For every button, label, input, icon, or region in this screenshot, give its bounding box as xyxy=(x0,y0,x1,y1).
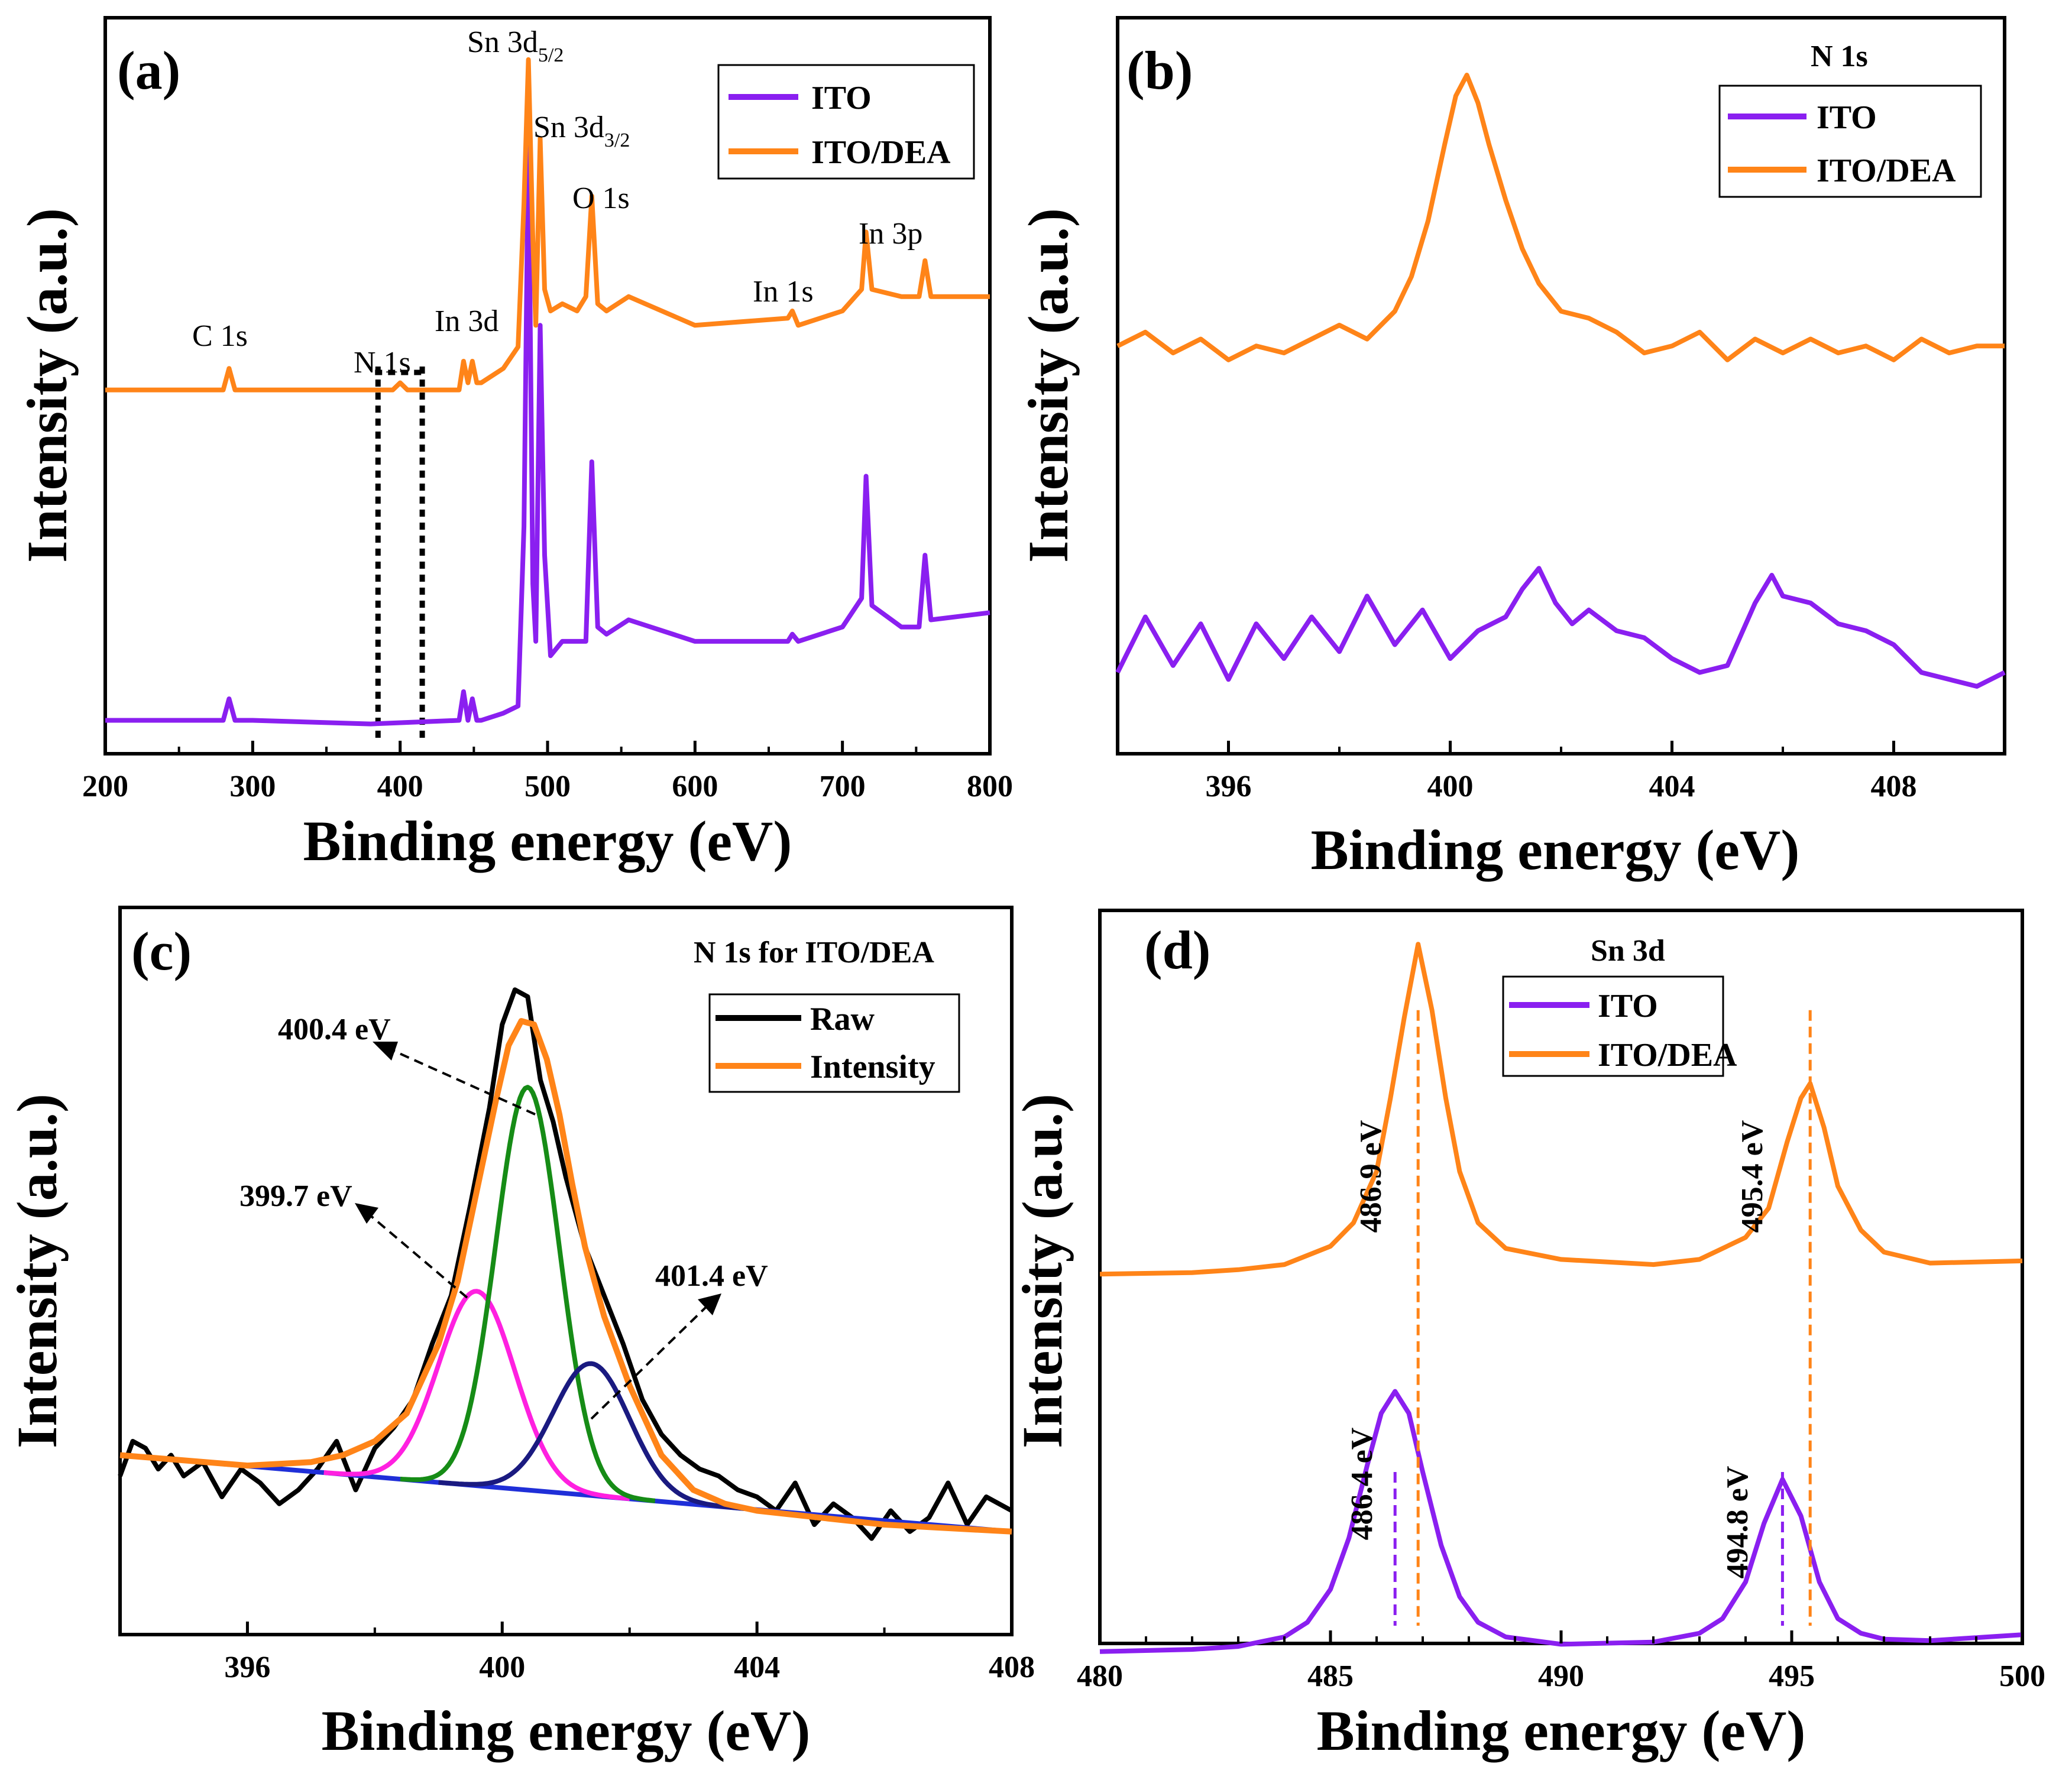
panel-label: (d) xyxy=(1144,920,1210,980)
arrowhead xyxy=(373,1042,398,1061)
peak-label-486-4: 486.4 eV xyxy=(1345,1428,1379,1541)
x-tick-label: 300 xyxy=(229,770,276,803)
annotation-in1s: In 1s xyxy=(753,275,814,309)
legend-label-intensity: Intensity xyxy=(810,1049,935,1085)
arrow-heads xyxy=(355,1042,721,1315)
x-tick-label: 408 xyxy=(1871,770,1917,803)
x-tick-label: 700 xyxy=(820,770,866,803)
fit-peak-3997 xyxy=(323,1289,630,1502)
x-tick-label: 400 xyxy=(1427,770,1474,803)
annotation-sn3d52: Sn 3d5/2 xyxy=(467,25,564,66)
chart-title: Sn 3d xyxy=(1591,934,1665,968)
arrowhead xyxy=(698,1293,721,1315)
x-tick-label: 200 xyxy=(82,770,128,803)
fit-peak-4014 xyxy=(438,1361,744,1511)
annotation-in3d: In 3d xyxy=(435,304,498,338)
peak-label-400-4: 400.4 eV xyxy=(278,1013,391,1046)
x-tick-label: 500 xyxy=(525,770,571,803)
peak-label-495-4: 495.4 eV xyxy=(1736,1120,1769,1233)
x-tick-label: 480 xyxy=(1077,1659,1123,1693)
arrow-401-4 xyxy=(590,1305,708,1420)
legend-label-raw: Raw xyxy=(810,1001,875,1037)
x-tick-label: 404 xyxy=(734,1651,780,1684)
x-tick-label: 485 xyxy=(1307,1659,1354,1693)
panel-d: 480 485 490 495 500 (d) Sn 3d ITO ITO/DEA 48… xyxy=(1011,909,2045,1762)
legend-label-ito-dea: ITO/DEA xyxy=(811,134,951,171)
x-tick-label: 396 xyxy=(1206,770,1252,803)
legend: ITO ITO/DEA xyxy=(1718,85,1982,198)
legend: ITO ITO/DEA xyxy=(717,64,975,180)
series-line xyxy=(1116,73,2005,362)
x-tick-label: 600 xyxy=(672,770,718,803)
panel-label: (c) xyxy=(131,921,192,981)
series-line-raw xyxy=(118,987,1013,1541)
chart-title: N 1s for ITO/DEA xyxy=(694,936,934,970)
legend-label-ito-dea: ITO/DEA xyxy=(1817,153,1956,189)
x-tick-label: 490 xyxy=(1538,1659,1584,1693)
peak-label-494-8: 494.8 eV xyxy=(1721,1466,1754,1579)
annotation-sn3d32: Sn 3d3/2 xyxy=(533,111,630,151)
y-axis-title: Intensity (a.u.) xyxy=(15,208,79,563)
annotation-in3p: In 3p xyxy=(859,217,922,251)
x-tick-label: 500 xyxy=(1999,1659,2045,1693)
chart-title: N 1s xyxy=(1811,40,1868,73)
legend-label-ito-dea: ITO/DEA xyxy=(1598,1037,1737,1074)
panel-a: 200 300 400 500 600 700 800 (a) Sn 3d5/2 Sn 3d… xyxy=(15,16,1013,873)
y-axis-title: Intensity (a.u.) xyxy=(5,1094,69,1448)
annotation-n1s: N 1s xyxy=(354,346,411,380)
legend-box xyxy=(717,64,975,180)
legend: ITO ITO/DEA xyxy=(1502,975,1737,1077)
baseline xyxy=(119,1452,1012,1534)
plot-frame xyxy=(118,906,1014,1636)
legend-box xyxy=(1502,975,1724,1077)
n1s-highlight-box xyxy=(375,367,426,739)
peak-label-401-4: 401.4 eV xyxy=(655,1259,768,1293)
series-line xyxy=(1099,1389,2023,1654)
x-axis-title: Binding energy (eV) xyxy=(1311,818,1800,881)
y-axis-title: Intensity (a.u.) xyxy=(1011,1094,1074,1448)
x-axis-title: Binding energy (eV) xyxy=(322,1699,811,1762)
x-tick-label: 800 xyxy=(967,770,1013,803)
series-line xyxy=(1099,942,2023,1277)
x-axis-title: Binding energy (eV) xyxy=(303,809,792,873)
legend-label-ito: ITO xyxy=(811,80,872,116)
x-tick-label: 495 xyxy=(1769,1659,1815,1693)
arrow-400-4 xyxy=(390,1048,536,1116)
x-tick-label: 396 xyxy=(224,1651,270,1684)
x-tick-label: 408 xyxy=(989,1651,1035,1684)
panel-label: (a) xyxy=(117,40,180,100)
annotation-c1s: C 1s xyxy=(192,319,248,353)
arrow-399-7 xyxy=(368,1214,468,1299)
x-axis-title: Binding energy (eV) xyxy=(1317,1699,1806,1762)
panel-label: (b) xyxy=(1126,40,1193,100)
arrowhead xyxy=(355,1203,378,1224)
legend: Raw Intensity xyxy=(708,993,960,1093)
legend-box xyxy=(1718,85,1982,198)
peak-label-486-9: 486.9 eV xyxy=(1354,1120,1388,1233)
legend-label-ito: ITO xyxy=(1817,99,1877,136)
legend-box xyxy=(708,993,960,1093)
peak-label-399-7: 399.7 eV xyxy=(239,1179,352,1213)
panel-b: 396 400 404 408 (b) N 1s ITO ITO/DEA Bindin… xyxy=(1016,16,2006,881)
series-line xyxy=(1115,566,2006,689)
x-tick-label: 400 xyxy=(377,770,423,803)
fit-peak-4004 xyxy=(400,1085,656,1503)
series-line xyxy=(105,57,990,393)
panel-c: 396 400 404 408 (c) N 1s for ITO/DEA Raw In… xyxy=(5,906,1035,1762)
peak-arrows xyxy=(368,1048,708,1420)
annotation-o1s: O 1s xyxy=(572,181,630,215)
y-axis-title: Intensity (a.u.) xyxy=(1016,208,1080,563)
series-line xyxy=(105,136,990,727)
x-tick-label: 400 xyxy=(479,1651,525,1684)
x-tick-label: 404 xyxy=(1649,770,1695,803)
series-line-envelope xyxy=(119,1018,1012,1535)
legend-label-ito: ITO xyxy=(1598,988,1658,1024)
